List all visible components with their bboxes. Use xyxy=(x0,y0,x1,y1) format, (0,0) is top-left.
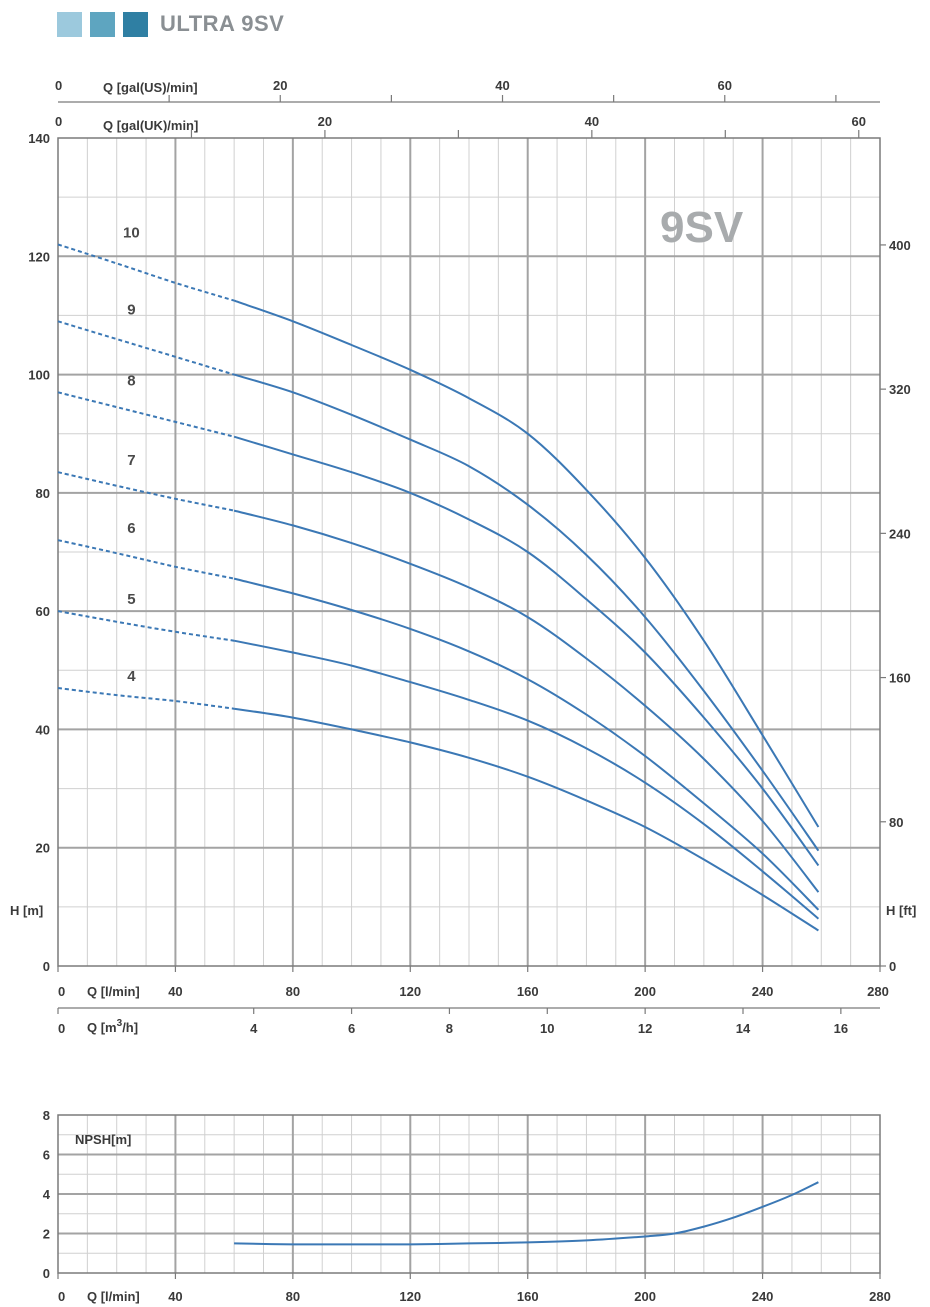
curve-dashed-8-stages xyxy=(57,391,235,438)
x-axis-label: Q [l/min] xyxy=(87,984,140,999)
galuk-tick-label: 20 xyxy=(318,114,332,129)
x-tick-label: 40 xyxy=(168,984,182,999)
y2-tick-label: 160 xyxy=(889,671,911,686)
m3h-tick-label: 14 xyxy=(736,1021,751,1036)
y2-tick-label: 80 xyxy=(889,815,903,830)
curve-label-4: 4 xyxy=(127,668,136,685)
m3h-tick-label: 0 xyxy=(58,1021,65,1036)
y-tick-label: 100 xyxy=(28,368,50,383)
npsh-x-axis-label: Q [l/min] xyxy=(87,1289,140,1304)
curve-dashed-10-stages xyxy=(57,243,235,302)
curve-label-8: 8 xyxy=(127,372,135,389)
curve-9-stages xyxy=(233,373,820,852)
curve-6-stages xyxy=(233,577,820,911)
x-axis-galus-label: Q [gal(US)/min] xyxy=(103,80,198,95)
galus-tick-label: 20 xyxy=(273,78,287,93)
x-axis-m3h-label: Q [m3/h] xyxy=(87,1018,138,1035)
npsh-y-tick-label: 4 xyxy=(43,1187,51,1202)
curve-dashed-9-stages xyxy=(57,320,235,376)
brand-square-light xyxy=(57,11,82,37)
curve-label-10: 10 xyxy=(123,224,140,241)
x-tick-label: 80 xyxy=(286,984,300,999)
x-axis-galuk-label: Q [gal(UK)/min] xyxy=(103,118,198,133)
curve-label-9: 9 xyxy=(127,301,135,318)
main-plot-frame xyxy=(57,137,881,967)
npsh-y-axis-label: NPSH[m] xyxy=(75,1132,131,1147)
x-tick-label: 240 xyxy=(752,984,774,999)
y-tick-label: 20 xyxy=(36,841,50,856)
main-chart-axes: 0 40 80 120 160 200 240 28002040608010012014008… xyxy=(28,78,910,1036)
curve-7-stages xyxy=(233,509,820,893)
npsh-x-tick-label: 80 xyxy=(286,1289,300,1304)
npsh-x-tick-label: 120 xyxy=(399,1289,421,1304)
npsh-y-tick-label: 8 xyxy=(43,1108,50,1123)
curve-label-5: 5 xyxy=(127,591,135,608)
y-tick-label: 40 xyxy=(36,722,50,737)
npsh-y-tick-label: 2 xyxy=(43,1227,50,1242)
npsh-x-tick-label: 40 xyxy=(168,1289,182,1304)
npsh-y-tick-label: 6 xyxy=(43,1148,50,1163)
npsh-chart-axes: 0 40 80 120 160 200 240 280 0 2 4 6 8 xyxy=(43,1108,891,1304)
y-tick-label: 120 xyxy=(28,249,50,264)
curve-5-stages xyxy=(233,639,820,920)
npsh-chart-grid xyxy=(58,1115,880,1273)
y-tick-label: 140 xyxy=(28,131,50,146)
npsh-curve xyxy=(234,1181,819,1246)
page-title: ULTRA 9SV xyxy=(160,11,285,36)
brand-square-dark xyxy=(123,11,148,37)
m3h-tick-label: 10 xyxy=(540,1021,554,1036)
curve-label-7: 7 xyxy=(127,452,135,469)
brand-header: ULTRA 9SV xyxy=(57,10,284,38)
curve-label-6: 6 xyxy=(127,520,135,537)
galus-tick-label: 40 xyxy=(495,78,509,93)
npsh-y-tick-label: 0 xyxy=(43,1266,50,1281)
npsh-x-tick-label: 160 xyxy=(517,1289,539,1304)
curve-dashed-6-stages xyxy=(57,539,235,580)
model-name-label: 9SV xyxy=(660,203,744,252)
curve-8-stages xyxy=(233,435,820,867)
x-tick-label: 120 xyxy=(399,984,421,999)
x-tick-label: 160 xyxy=(517,984,539,999)
m3h-tick-label: 6 xyxy=(348,1021,355,1036)
galus-tick-label: 60 xyxy=(718,78,732,93)
m3h-tick-label: 4 xyxy=(250,1021,258,1036)
galuk-tick-label: 40 xyxy=(585,114,599,129)
npsh-x-tick-label: 200 xyxy=(634,1289,656,1304)
npsh-x-tick-label: 280 xyxy=(869,1289,891,1304)
curve-10-stages xyxy=(233,299,820,828)
y2-tick-label: 320 xyxy=(889,382,911,397)
y-tick-label: 80 xyxy=(36,486,50,501)
curve-dashed-7-stages xyxy=(57,471,235,512)
galus-tick-label: 0 xyxy=(55,78,62,93)
x-tick-label: 280 xyxy=(867,984,889,999)
npsh-x-tick-label: 240 xyxy=(752,1289,774,1304)
y2-tick-label: 240 xyxy=(889,526,911,541)
m3h-tick-label: 16 xyxy=(834,1021,848,1036)
y-axis-label: H [m] xyxy=(10,903,43,918)
main-chart-series: 10 9 8 7 6 5 4 xyxy=(57,224,820,932)
npsh-chart-series xyxy=(234,1181,819,1246)
main-chart-grid xyxy=(58,138,880,966)
npsh-chart-labels: NPSH[m] Q [l/min] xyxy=(75,1132,140,1304)
npsh-plot-frame xyxy=(57,1114,881,1274)
main-chart-labels: 9SV H [m] H [ft] Q [l/min] Q [m3/h] Q [g… xyxy=(10,80,916,1035)
x-tick-label: 200 xyxy=(634,984,656,999)
y-tick-label: 60 xyxy=(36,604,50,619)
curve-4-stages xyxy=(233,707,819,932)
y-tick-label: 0 xyxy=(43,959,50,974)
npsh-x-tick-label: 0 xyxy=(58,1289,65,1304)
brand-square-medium xyxy=(90,11,115,37)
y2-tick-label: 0 xyxy=(889,959,896,974)
y2-axis-label: H [ft] xyxy=(886,903,916,918)
galuk-tick-label: 60 xyxy=(852,114,866,129)
m3h-tick-label: 8 xyxy=(446,1021,453,1036)
galuk-tick-label: 0 xyxy=(55,114,62,129)
x-tick-label: 0 xyxy=(58,984,65,999)
y2-tick-label: 400 xyxy=(889,238,911,253)
m3h-tick-label: 12 xyxy=(638,1021,652,1036)
